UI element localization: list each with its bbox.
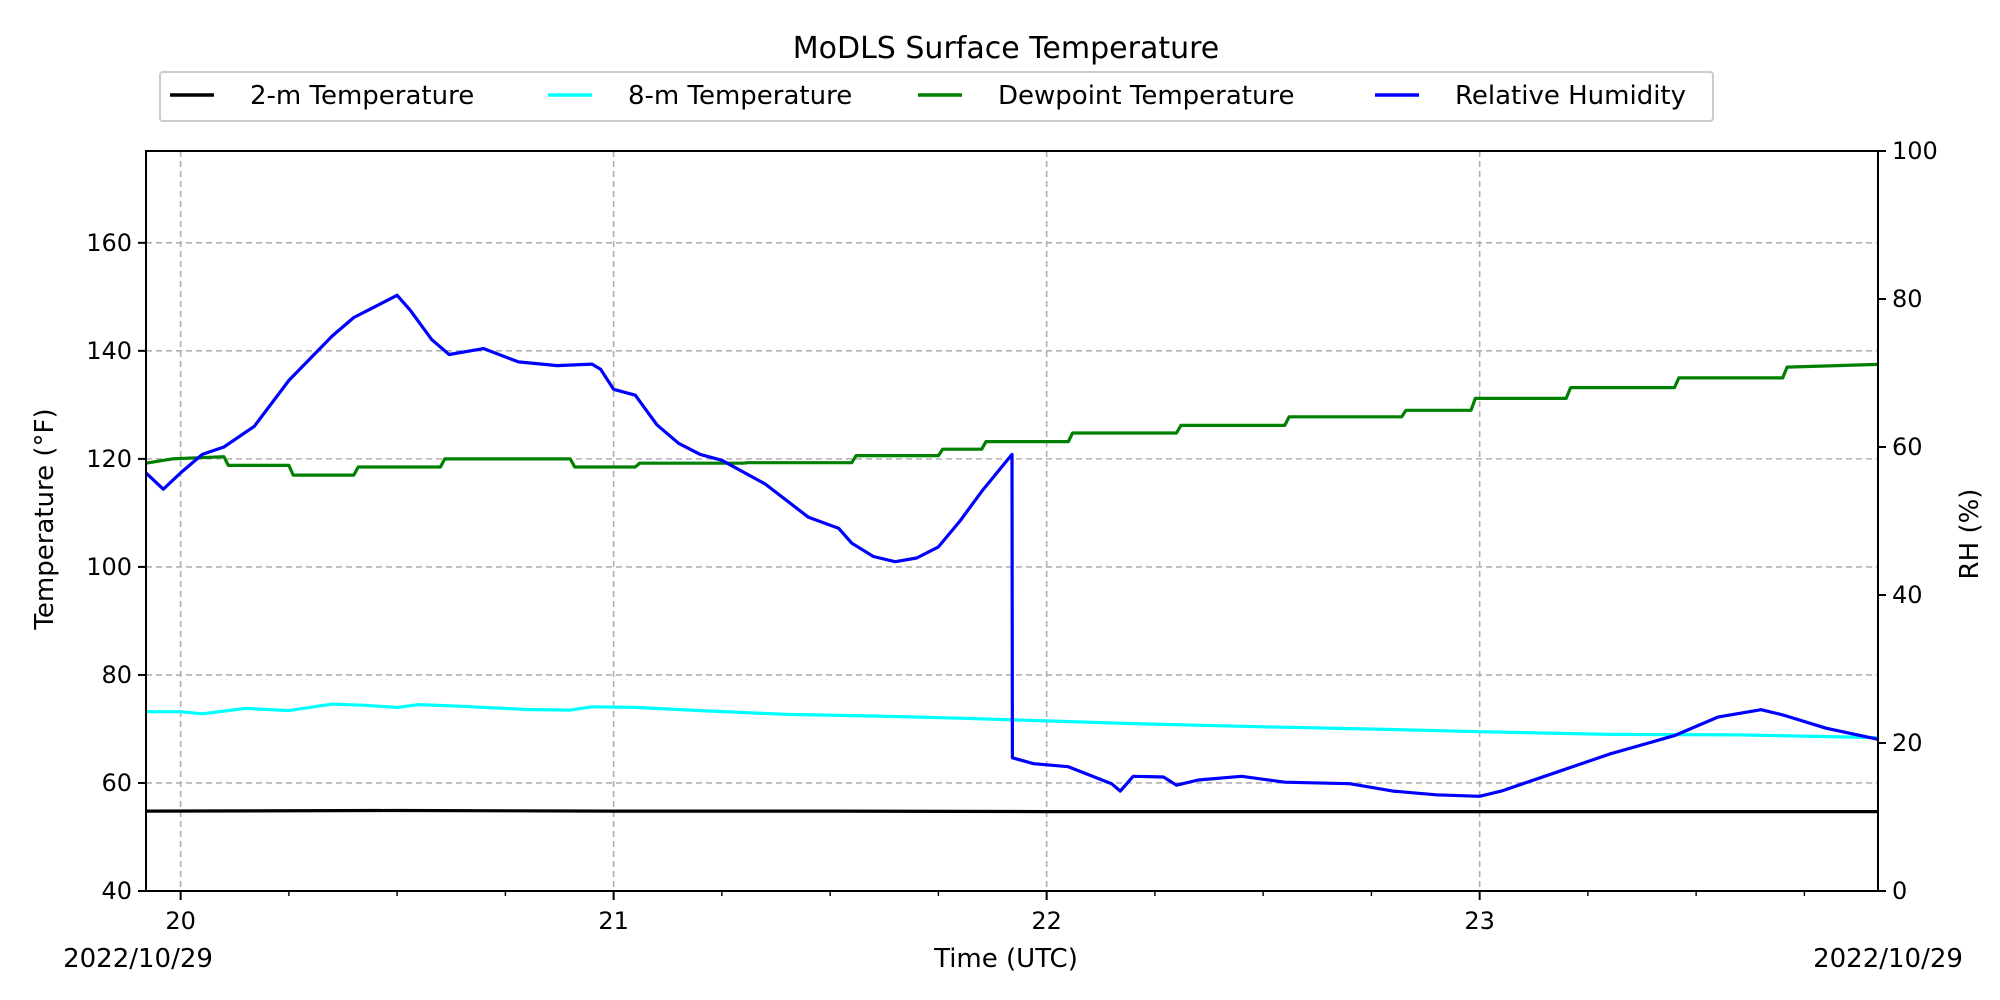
legend: 2-m Temperature 8-m Temperature Dewpoint T…	[159, 71, 1714, 122]
series-line-2	[146, 702, 1879, 740]
axes: 20 21 22 23 40 60 80 100 120 140 160 0 20 40 60 80 100	[86, 137, 1938, 935]
legend-label-4: Relative Humidity	[1455, 81, 1686, 111]
y2-axis-label: RH (%)	[1955, 489, 1985, 580]
series-line-3	[145, 362, 1879, 477]
series-line-1	[145, 808, 1878, 814]
legend-label-1: 2-m Temperature	[250, 81, 474, 111]
y2-tick-label: 0	[1892, 877, 1907, 905]
series-line-4	[144, 293, 1879, 798]
x-tick-label: 21	[598, 907, 629, 935]
y2-tick-label: 60	[1892, 433, 1923, 461]
y2-tick-label: 80	[1892, 285, 1923, 313]
y-axis-label: Temperature (°F)	[30, 408, 60, 630]
y2-tick-label: 40	[1892, 581, 1923, 609]
legend-label-3: Dewpoint Temperature	[998, 81, 1295, 111]
y-tick-label: 80	[101, 661, 132, 689]
legend-label-2: 8-m Temperature	[628, 81, 852, 111]
y-tick-label: 120	[86, 445, 132, 473]
end-date-label: 2022/10/29	[1813, 944, 1963, 974]
y-tick-label: 160	[86, 229, 132, 257]
y-tick-label: 40	[101, 877, 132, 905]
y-tick-label: 60	[101, 769, 132, 797]
x-tick-label: 23	[1464, 907, 1495, 935]
x-tick-label: 20	[165, 907, 196, 935]
plot-frame	[145, 150, 1879, 892]
chart-title: MoDLS Surface Temperature	[793, 31, 1220, 66]
series-layer	[144, 293, 1879, 814]
y-tick-label: 140	[86, 337, 132, 365]
y2-tick-label: 100	[1892, 137, 1938, 165]
y2-tick-label: 20	[1892, 729, 1923, 757]
x-tick-label: 22	[1031, 907, 1062, 935]
y-tick-label: 100	[86, 553, 132, 581]
x-axis-label: Time (UTC)	[933, 944, 1078, 974]
start-date-label: 2022/10/29	[63, 944, 213, 974]
